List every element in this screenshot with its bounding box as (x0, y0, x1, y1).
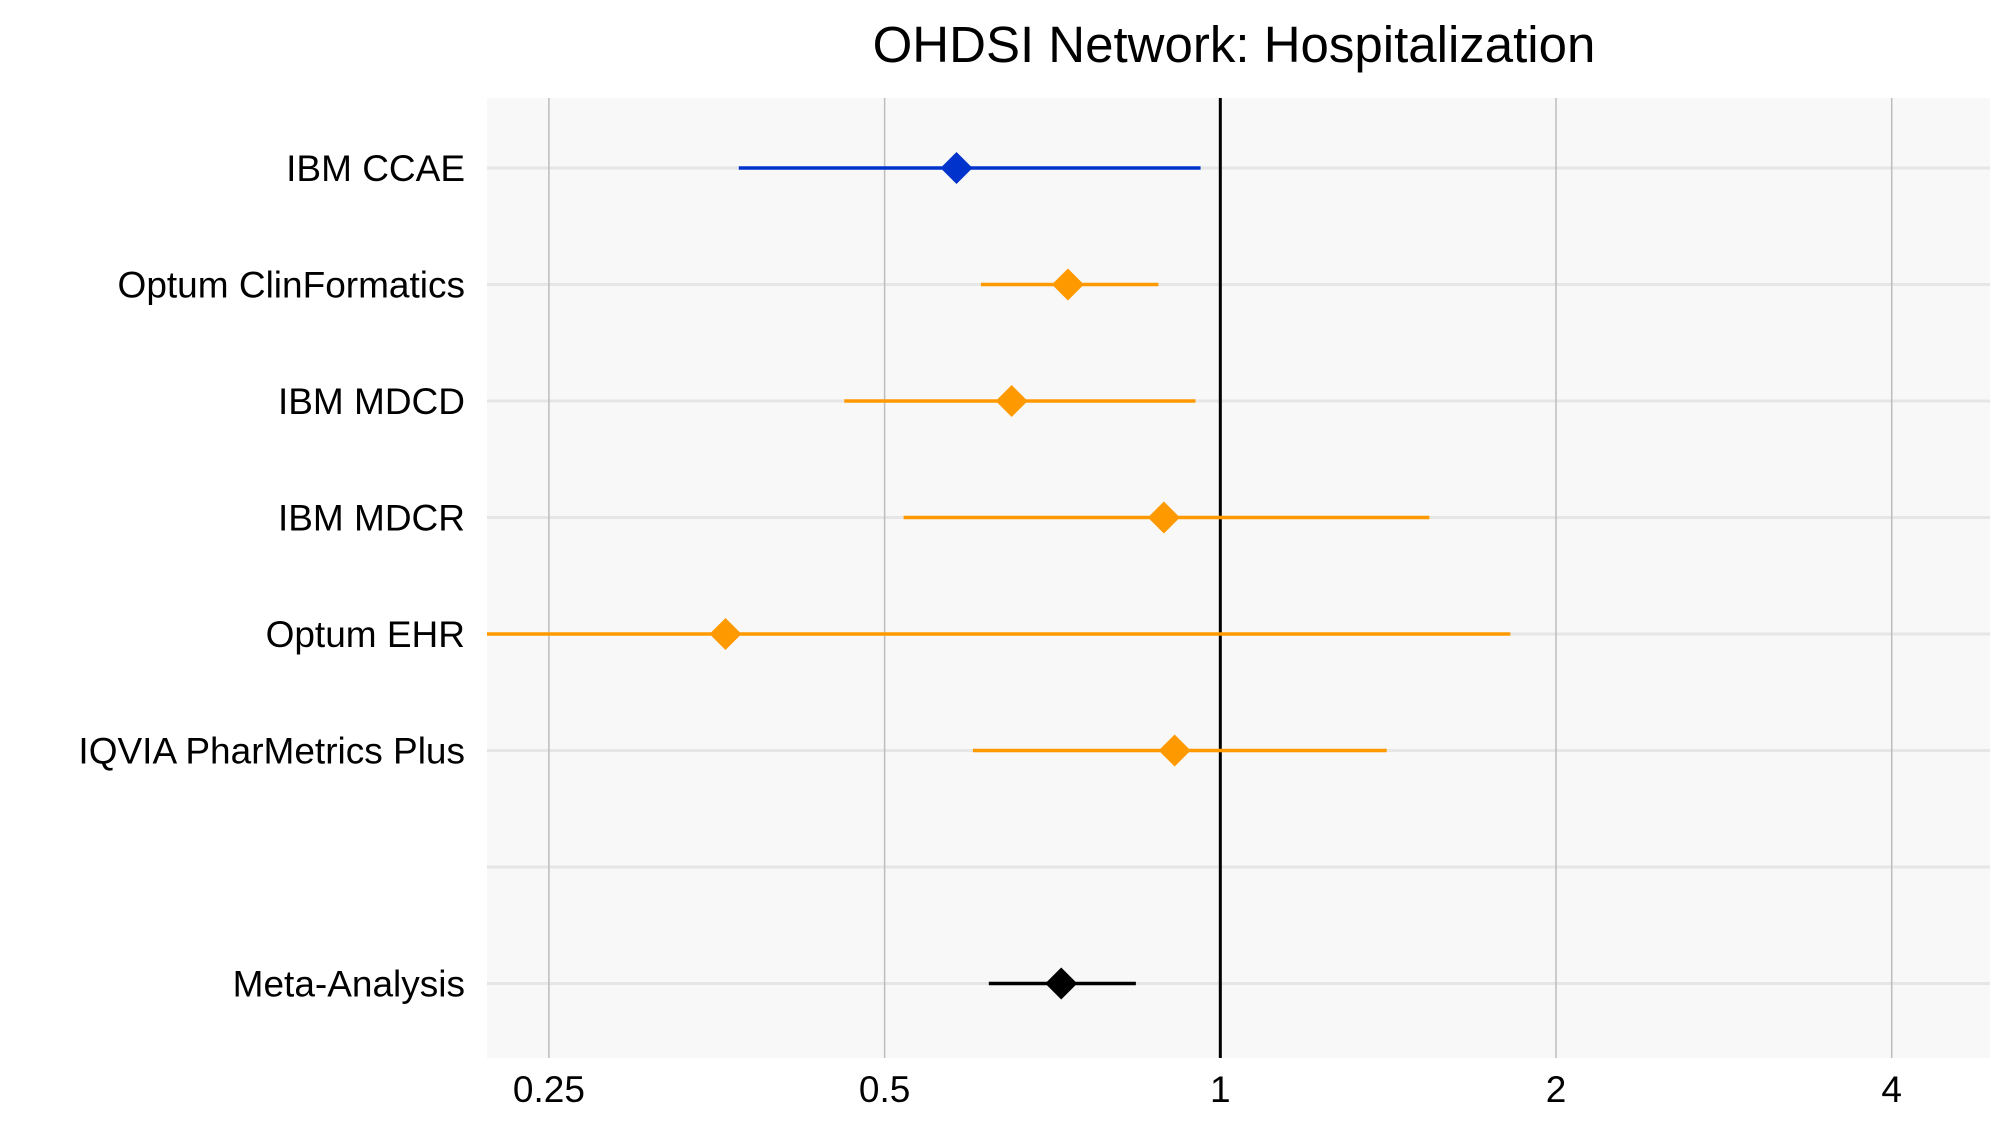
estimate-diamond (1158, 734, 1191, 767)
chart-title: OHDSI Network: Hospitalization (873, 16, 1596, 73)
row-label: IBM CCAE (286, 148, 465, 189)
row-label: Optum ClinFormatics (118, 265, 465, 306)
x-tick-label: 0.5 (859, 1069, 910, 1110)
plot-panel (487, 98, 1990, 1058)
estimate-diamond (995, 385, 1028, 417)
x-tick-label: 0.25 (513, 1069, 585, 1110)
estimate-diamond (1147, 501, 1180, 534)
x-tick-label: 2 (1546, 1069, 1567, 1110)
estimate-diamond (940, 152, 973, 184)
row-label: IBM MDCR (278, 498, 465, 539)
labels-layer: 0.25 0.5 1 2 4 IBM CCAE Optum ClinFormatics IBM… (78, 148, 1902, 1110)
row-label: Optum EHR (266, 614, 465, 655)
row-label: Meta-Analysis (233, 964, 465, 1005)
row-label: IQVIA PharMetrics Plus (78, 731, 465, 772)
marks-layer (487, 152, 1511, 1000)
estimate-diamond (1045, 967, 1078, 1000)
x-tick-label: 1 (1210, 1069, 1231, 1110)
estimate-diamond (1051, 268, 1084, 301)
x-tick-label: 4 (1881, 1069, 1902, 1110)
estimate-diamond (709, 618, 742, 650)
row-label: IBM MDCD (278, 381, 465, 422)
